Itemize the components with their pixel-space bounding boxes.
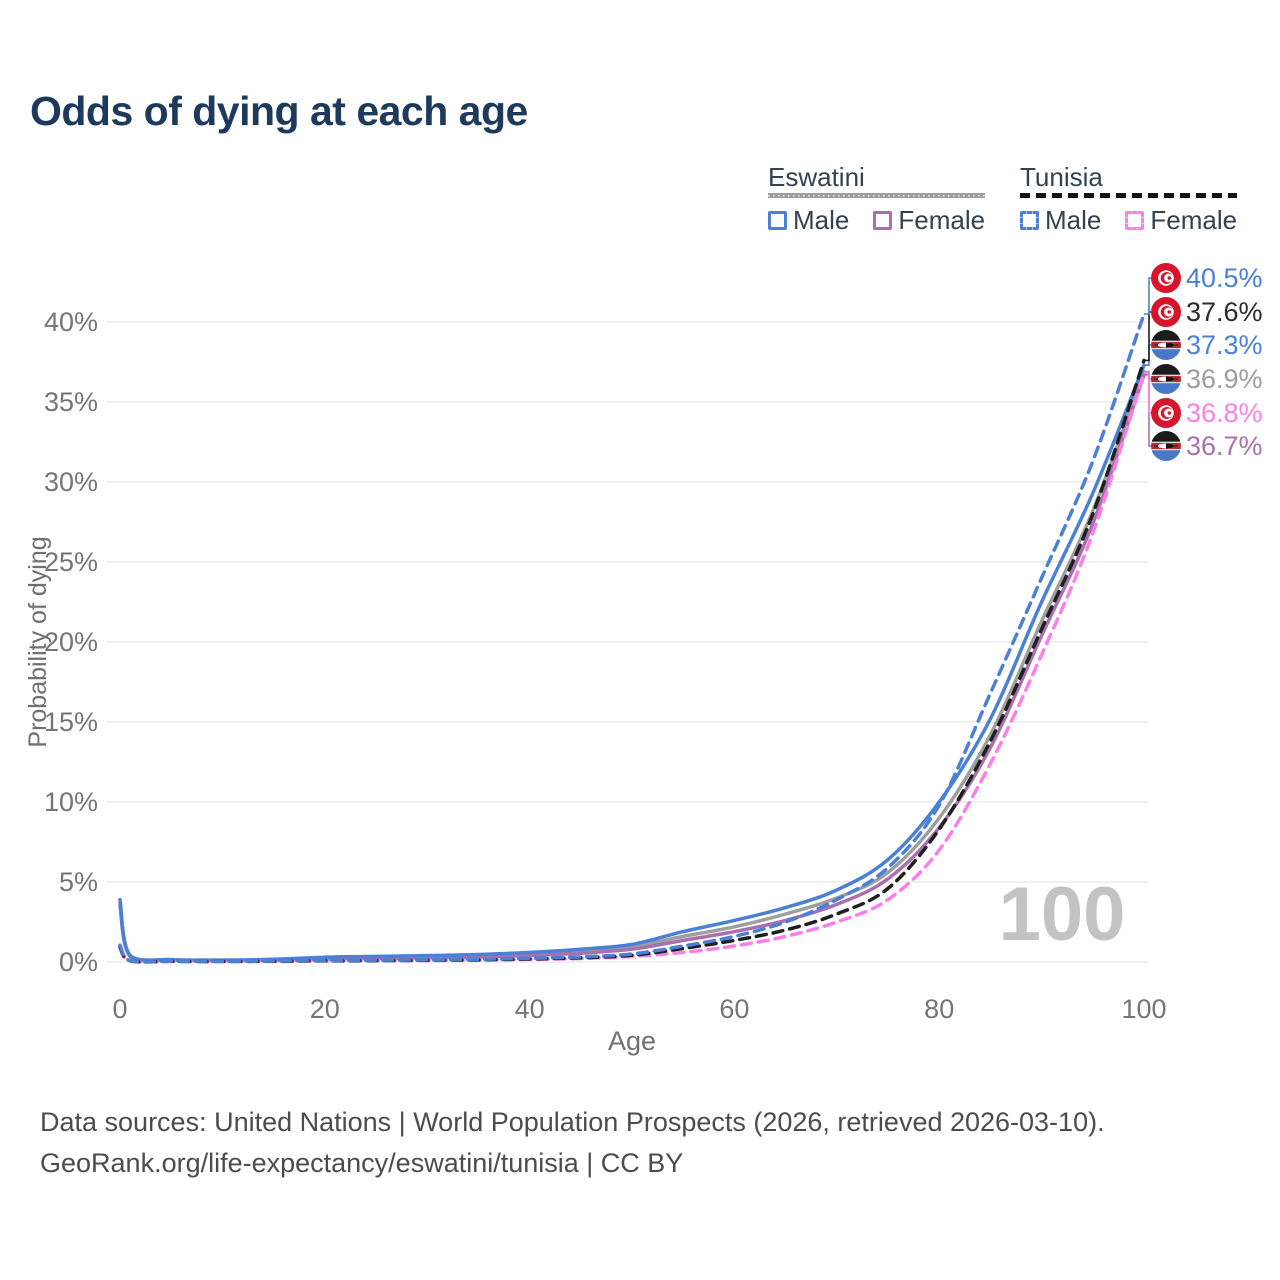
flag-icon-eswatini bbox=[1151, 364, 1181, 394]
source-line-1: Data sources: United Nations | World Pop… bbox=[40, 1107, 1105, 1137]
source-link[interactable]: GeoRank.org/life-expectancy/eswatini/tun… bbox=[40, 1148, 684, 1178]
x-axis-title: Age bbox=[608, 1026, 656, 1056]
y-tick-label: 40% bbox=[44, 307, 98, 337]
legend-swatch-eswatini-female[interactable] bbox=[873, 210, 893, 230]
end-value-label: 37.6% bbox=[1186, 297, 1263, 327]
legend-group-title-tunisia: Tunisia bbox=[1020, 162, 1103, 192]
y-tick-label: 0% bbox=[59, 947, 98, 977]
end-label-connector bbox=[1144, 374, 1151, 447]
end-value-label: 36.9% bbox=[1186, 364, 1263, 394]
series-line-eswatini-male[interactable] bbox=[118, 363, 1146, 962]
flag-icon-eswatini bbox=[1151, 330, 1181, 360]
end-value-label: 40.5% bbox=[1186, 263, 1263, 293]
end-label-connector bbox=[1144, 277, 1151, 315]
y-tick-label: 25% bbox=[44, 547, 98, 577]
end-value-label: 36.7% bbox=[1186, 431, 1263, 461]
series-line-tunisia-male[interactable] bbox=[118, 312, 1146, 964]
series-line-tunisia-total[interactable] bbox=[118, 358, 1146, 964]
x-tick-label: 0 bbox=[112, 994, 127, 1024]
y-tick-label: 10% bbox=[44, 787, 98, 817]
source-text: Data sources: United Nations | World Pop… bbox=[40, 1102, 1105, 1184]
legend-group-title-eswatini: Eswatini bbox=[768, 162, 865, 192]
x-tick-label: 40 bbox=[515, 994, 545, 1024]
legend-group-tunisia: Tunisia Male Female bbox=[1020, 162, 1238, 234]
x-tick-label: 100 bbox=[1121, 994, 1166, 1024]
series-line-eswatini-female[interactable] bbox=[118, 373, 1146, 963]
legend-swatch-tunisia-male[interactable] bbox=[1020, 210, 1039, 230]
age-watermark: 100 bbox=[999, 872, 1126, 957]
y-tick-label: 30% bbox=[44, 467, 98, 497]
end-label-connector bbox=[1144, 372, 1151, 414]
flag-icon-tunisia bbox=[1151, 297, 1181, 327]
flag-icon-eswatini bbox=[1151, 431, 1181, 461]
y-tick-label: 5% bbox=[59, 867, 98, 897]
x-tick-label: 80 bbox=[924, 994, 954, 1024]
y-tick-label: 15% bbox=[44, 707, 98, 737]
legend-item-eswatini-female[interactable]: Female bbox=[873, 206, 985, 234]
legend-item-label: Male bbox=[793, 205, 850, 235]
chart-title: Odds of dying at each age bbox=[30, 88, 528, 134]
legend-swatch-eswatini-male[interactable] bbox=[768, 210, 787, 230]
legend-item-label: Female bbox=[1150, 205, 1238, 235]
legend-line-swatch-tunisia bbox=[1020, 193, 1238, 198]
legend-item-tunisia-female[interactable]: Female bbox=[1125, 206, 1237, 234]
series-line-tunisia-female[interactable] bbox=[118, 371, 1146, 964]
x-tick-label: 20 bbox=[310, 994, 340, 1024]
legend-group-eswatini: Eswatini Male Female bbox=[768, 162, 986, 234]
flag-icon-tunisia bbox=[1151, 398, 1181, 428]
legend-item-label: Female bbox=[898, 205, 986, 235]
legend-swatch-tunisia-female[interactable] bbox=[1125, 210, 1145, 230]
end-label-connector bbox=[1144, 311, 1151, 362]
series-line-eswatini-total[interactable] bbox=[118, 369, 1146, 963]
x-tick-label: 60 bbox=[719, 994, 749, 1024]
legend-item-label: Male bbox=[1045, 205, 1102, 235]
y-axis-title: Probability of dying bbox=[24, 536, 52, 747]
y-tick-label: 35% bbox=[44, 387, 98, 417]
end-value-label: 36.8% bbox=[1186, 398, 1263, 428]
legend-line-swatch-eswatini bbox=[768, 193, 986, 198]
end-value-label: 37.3% bbox=[1186, 330, 1263, 360]
y-tick-label: 20% bbox=[44, 627, 98, 657]
flag-icon-tunisia bbox=[1151, 263, 1181, 293]
legend-item-eswatini-male[interactable]: Male bbox=[768, 206, 849, 234]
legend-item-tunisia-male[interactable]: Male bbox=[1020, 206, 1101, 234]
